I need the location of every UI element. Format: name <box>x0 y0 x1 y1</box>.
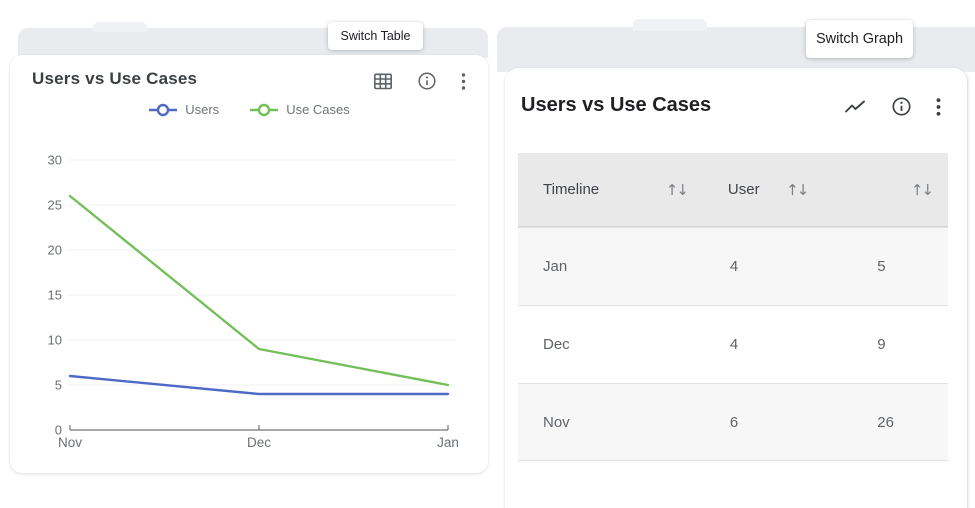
svg-text:10: 10 <box>48 333 62 348</box>
column-label: Timeline <box>543 181 600 198</box>
menu-button[interactable] <box>459 70 468 93</box>
sort-icon[interactable]: ↑↓ <box>665 180 689 199</box>
column-header-timeline[interactable]: Timeline ↑↓ <box>518 181 703 199</box>
column-label: User <box>727 181 760 198</box>
svg-text:15: 15 <box>48 288 62 303</box>
sort-icon[interactable]: ↑↓ <box>910 180 934 199</box>
line-chart[interactable]: 0 5 10 15 20 25 30 Nov Dec Jan <box>10 135 488 465</box>
svg-text:Jan: Jan <box>437 435 459 450</box>
svg-text:Dec: Dec <box>247 435 271 450</box>
data-table: Timeline ↑↓ User ↑↓ ↑↓ Jan 4 5 Dec <box>518 153 948 461</box>
cell-user: 4 <box>729 336 739 353</box>
info-icon <box>892 97 911 116</box>
switch-to-graph-button[interactable] <box>842 96 869 118</box>
chart-card-actions <box>371 69 468 93</box>
legend-label-users: Users <box>185 102 220 117</box>
table-card: Users vs Use Cases <box>505 68 968 508</box>
table-row: Jan 4 5 <box>518 227 948 305</box>
legend-item-users[interactable]: Users <box>148 102 219 117</box>
kebab-menu-icon <box>936 97 941 116</box>
legend-item-use-cases[interactable]: Use Cases <box>249 102 350 117</box>
card-tab-shape <box>93 22 147 32</box>
svg-text:0: 0 <box>55 423 62 438</box>
chart-legend: Users Use Cases <box>10 102 488 117</box>
table-card-actions <box>842 94 943 119</box>
info-icon <box>418 72 436 90</box>
table-card-title: Users vs Use Cases <box>521 94 712 116</box>
cell-timeline: Nov <box>543 413 570 431</box>
cell-timeline: Dec <box>543 336 570 353</box>
table-row: Nov 6 26 <box>518 383 948 461</box>
table-card-header: Users vs Use Cases <box>505 68 967 119</box>
svg-text:20: 20 <box>48 243 62 258</box>
cell-user: 6 <box>729 413 739 431</box>
info-button[interactable] <box>889 94 914 119</box>
use-cases-legend-marker-icon <box>250 103 279 116</box>
cell-user: 4 <box>729 258 739 275</box>
chart-card-header: Users vs Use Cases <box>10 55 488 93</box>
switch-to-table-button[interactable] <box>371 70 395 93</box>
table-row: Dec 4 9 <box>518 305 948 383</box>
table-grid-icon <box>373 72 392 89</box>
chart-card: Users vs Use Cases <box>10 55 488 473</box>
kebab-menu-icon <box>461 72 466 90</box>
column-header-use-cases[interactable]: ↑↓ <box>823 181 948 199</box>
users-legend-marker-icon <box>149 103 178 116</box>
svg-text:25: 25 <box>48 198 62 213</box>
line-chart-icon <box>845 100 865 112</box>
switch-graph-tooltip: Switch Graph <box>806 20 913 58</box>
menu-button[interactable] <box>934 95 943 119</box>
table-header-row: Timeline ↑↓ User ↑↓ ↑↓ <box>518 153 948 227</box>
cell-use-cases: 26 <box>877 413 894 431</box>
legend-label-use-cases: Use Cases <box>286 102 350 117</box>
svg-text:30: 30 <box>48 153 62 168</box>
cell-timeline: Jan <box>543 258 568 275</box>
svg-text:Nov: Nov <box>58 435 82 450</box>
info-button[interactable] <box>415 69 439 93</box>
cell-use-cases: 9 <box>877 336 886 353</box>
svg-text:5: 5 <box>55 378 62 393</box>
card-tab-shape <box>633 19 707 31</box>
column-header-user[interactable]: User ↑↓ <box>703 181 823 199</box>
switch-table-tooltip: Switch Table <box>328 22 423 50</box>
sort-icon[interactable]: ↑↓ <box>786 180 809 199</box>
chart-card-title: Users vs Use Cases <box>32 69 198 88</box>
cell-use-cases: 5 <box>877 258 886 275</box>
